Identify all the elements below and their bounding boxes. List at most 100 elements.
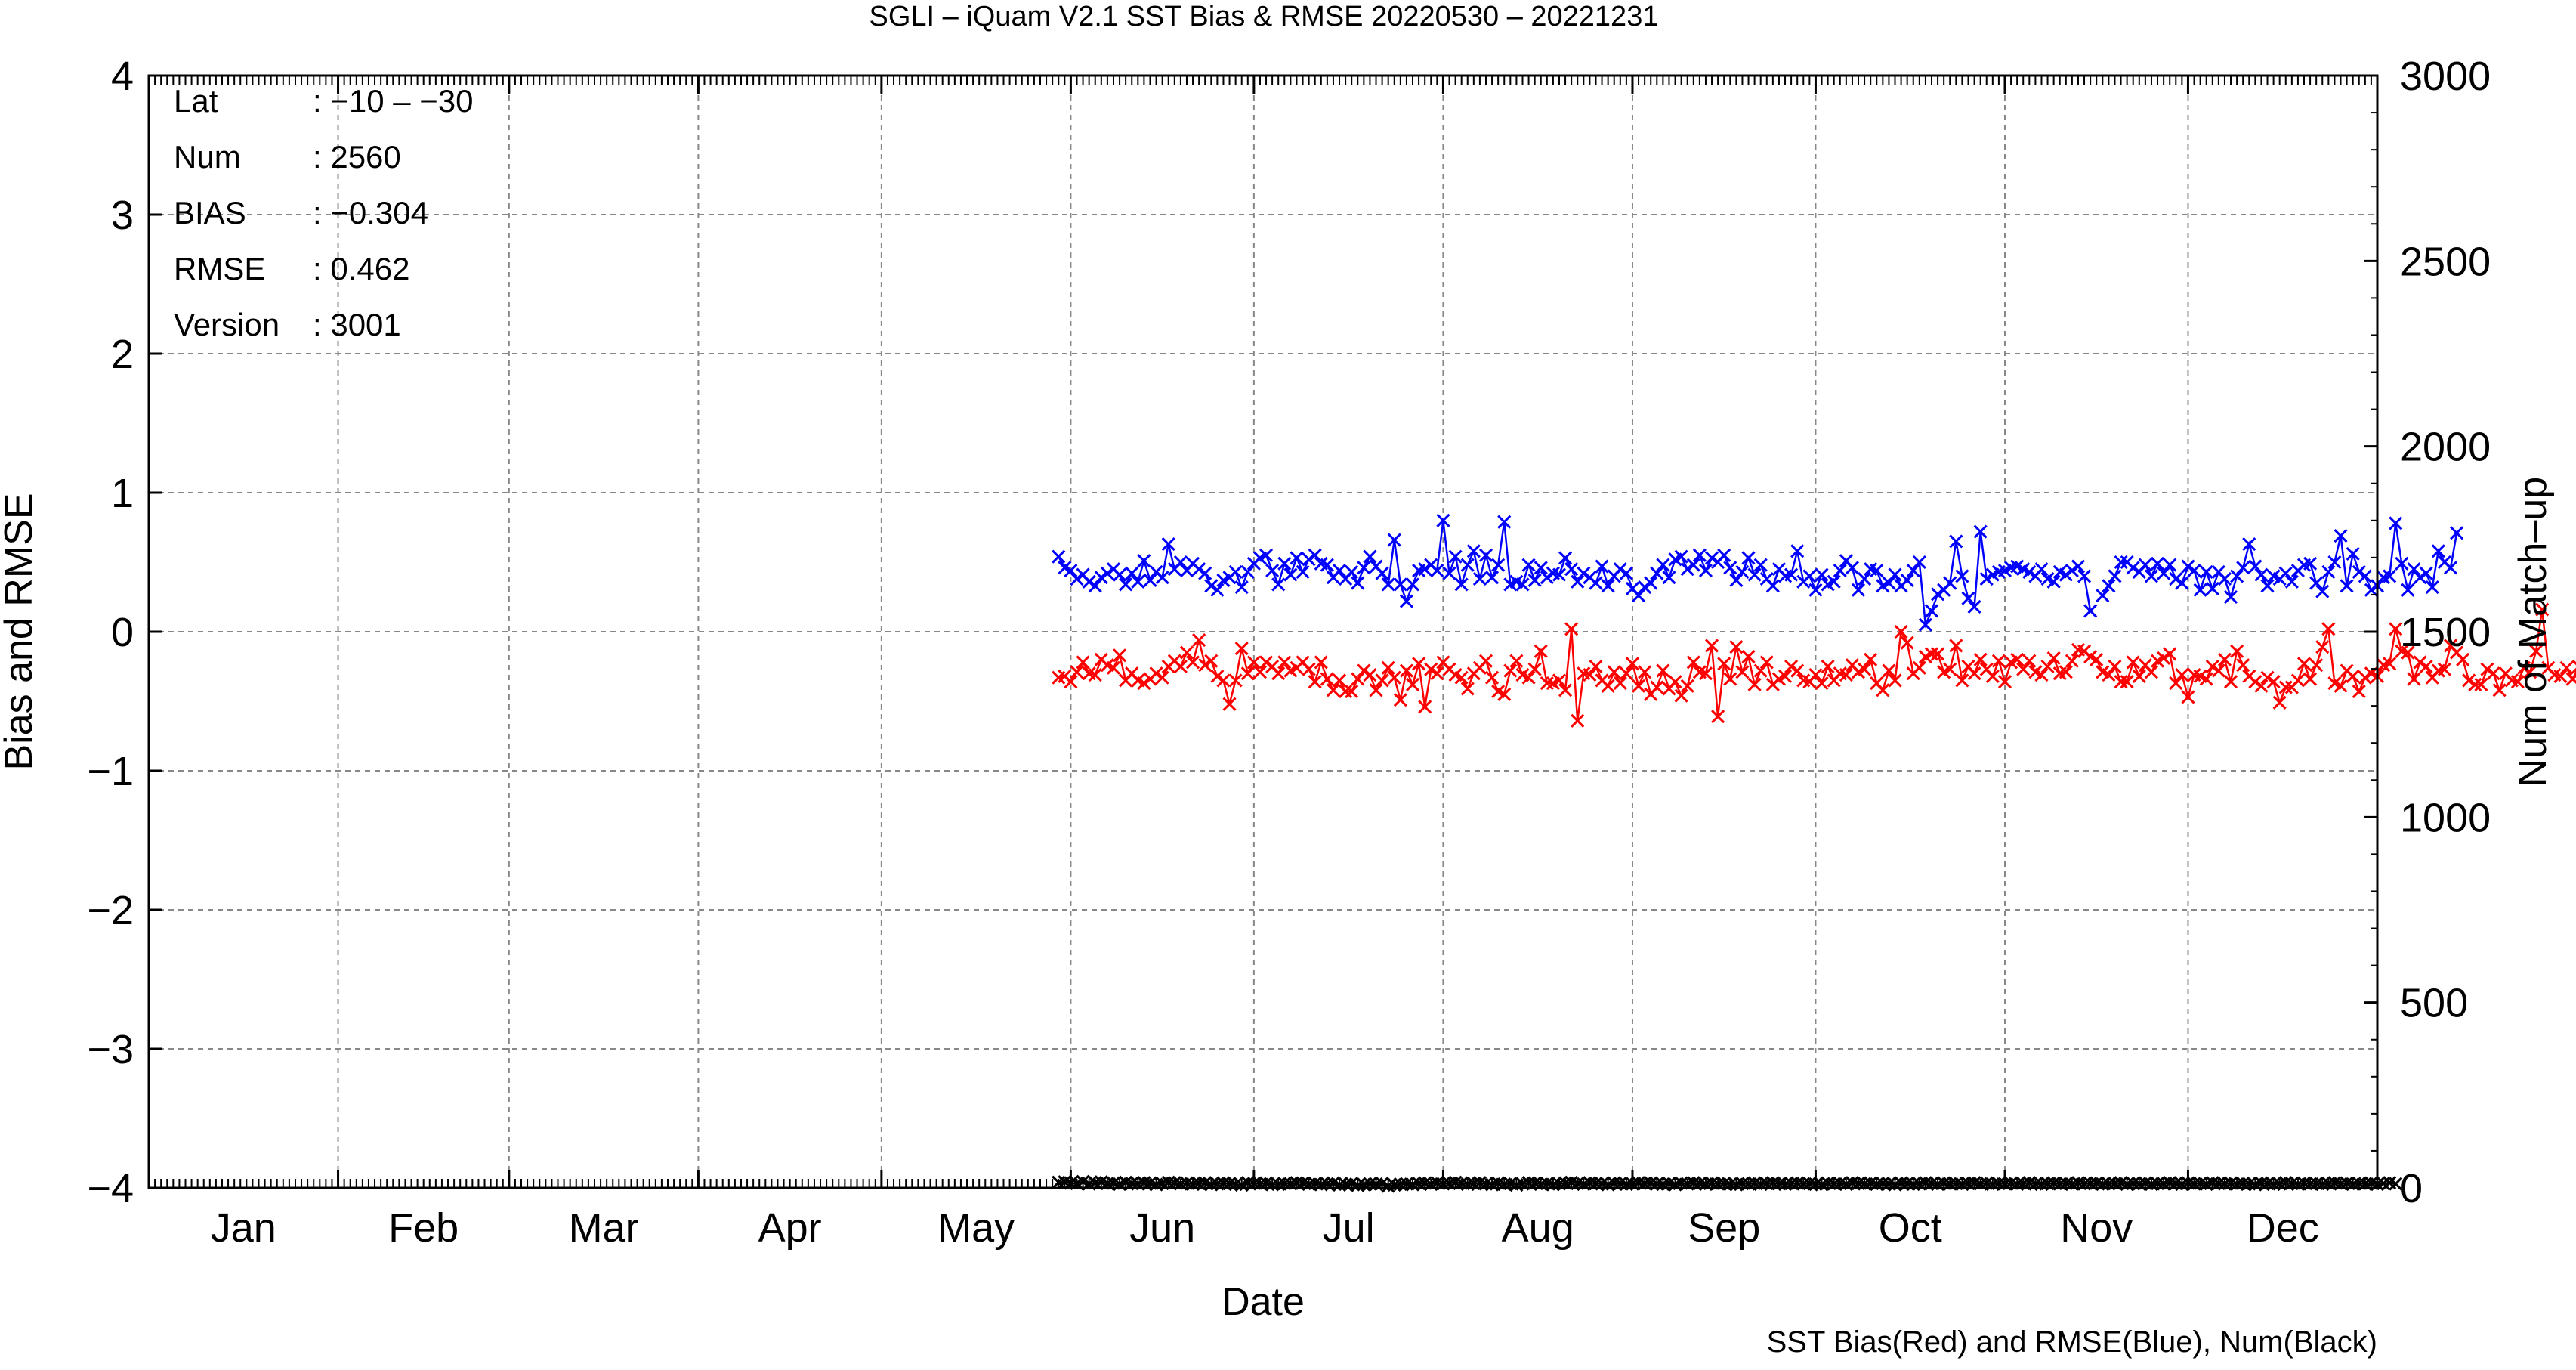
info-value: : −10 – −30 [313,83,474,119]
data-point-rmse [1485,571,1500,585]
data-point-bias [1070,665,1084,679]
y-tick-label: 3 [111,193,134,238]
data-point-bias [1985,669,2000,683]
data-point-bias [2010,652,2025,666]
data-point-rmse [1399,594,1413,608]
series-line-bias [1058,609,2576,721]
data-point-rmse [1082,574,1096,589]
data-point-rmse [2163,558,2177,572]
data-point-bias [1784,659,1799,674]
data-point-rmse [2150,556,2165,571]
data-point-rmse [1638,580,1652,595]
data-point-rmse [1466,544,1481,558]
data-point-bias [1430,666,1444,681]
data-point-rmse [2340,579,2354,593]
data-point-rmse [2114,555,2128,570]
data-point-bias [1668,675,1682,689]
data-point-rmse [2205,581,2219,596]
y-tick-label: 1 [111,471,134,516]
data-point-bias [2456,652,2470,666]
data-point-rmse [1900,573,1914,587]
data-point-bias [2181,690,2195,704]
data-point-bias [1888,673,1902,688]
data-point-rmse [1351,576,1365,590]
data-point-bias [1943,662,1957,676]
data-point-rmse [2431,544,2445,558]
series-bias [1052,602,2576,728]
data-point-rmse [2144,569,2159,583]
data-point-rmse [1571,574,1585,589]
month-label: Apr [758,1205,822,1251]
month-label: Jun [1129,1205,1195,1251]
data-point-rmse [1387,533,1401,547]
data-point-rmse [1497,515,1512,529]
data-point-rmse [1320,558,1334,572]
y-tick-label: −4 [87,1166,134,1211]
data-point-bias [1638,665,1652,679]
info-label: Num [174,139,241,175]
info-box: Lat: −10 – −30 Num: 2560 BIAS: −0.304 RMSE:… [174,83,474,342]
data-point-bias [1412,657,1426,671]
data-point-rmse [1692,548,1707,562]
data-point-bias [1821,659,1835,674]
month-label: Dec [2247,1205,2319,1251]
data-point-bias [2401,645,2415,660]
data-point-rmse [1277,556,1292,571]
y-tick-label: 2 [111,332,134,377]
data-point-rmse [1680,562,1694,577]
data-point-bias [1698,666,1713,681]
data-point-rmse [2181,559,2195,574]
data-point-bias [1815,676,1829,691]
data-point-rmse [1478,548,1493,562]
data-point-rmse [1802,569,1817,583]
data-point-rmse [2126,561,2140,575]
data-point-bias [1478,654,1493,668]
data-point-rmse [2230,569,2244,583]
data-point-rmse [1552,567,1567,582]
y-axis-title: Bias and RMSE [0,493,41,770]
data-point-bias [1601,679,1615,693]
data-point-bias [1222,697,1237,711]
data-point-rmse [1210,583,1225,597]
data-point-bias [1619,666,1633,681]
data-point-bias [1949,639,1963,653]
month-label: May [937,1205,1015,1251]
data-point-rmse [2315,584,2330,598]
data-point-bias [1924,647,1939,661]
info-value: : −0.304 [313,195,428,230]
data-point-bias [1155,670,1169,685]
data-point-rmse [2334,528,2348,543]
data-point-bias [1228,673,1243,688]
y2-tick-label: 0 [2400,1166,2423,1211]
y-tick-label: −2 [87,888,134,933]
data-point-rmse [1332,563,1347,578]
data-point-bias [1326,683,1341,697]
data-point-rmse [1735,564,1750,579]
data-point-bias [2144,665,2159,679]
y2-tick-label: 3000 [2400,54,2491,99]
data-point-rmse [1357,561,1371,575]
footer-note: SST Bias(Red) and RMSE(Blue), Num(Black) [1767,1325,2377,1359]
data-point-rmse [1631,589,1646,603]
data-point-rmse [1283,567,1298,582]
data-point-bias [1345,685,1359,699]
data-point-bias [1357,663,1371,678]
data-point-rmse [2401,583,2415,597]
info-label: Version [174,307,280,342]
y2-axis-title: Num of Match–up [2511,477,2555,787]
data-point-bias [1192,632,1206,648]
data-point-rmse [2065,563,2079,578]
data-point-rmse [1674,549,1688,564]
data-point-rmse [2407,562,2421,577]
data-point-rmse [1619,566,1633,580]
grid-lines [149,76,2377,1188]
data-point-rmse [1088,579,1102,593]
data-point-rmse [1430,563,1444,578]
data-point-rmse [1558,551,1573,565]
data-point-bias [1527,662,1542,676]
data-point-bias [1210,669,1225,683]
data-point-rmse [2169,572,2183,586]
data-point-bias [1955,673,1969,688]
data-point-rmse [1870,563,1884,578]
data-point-bias [1717,657,1731,671]
